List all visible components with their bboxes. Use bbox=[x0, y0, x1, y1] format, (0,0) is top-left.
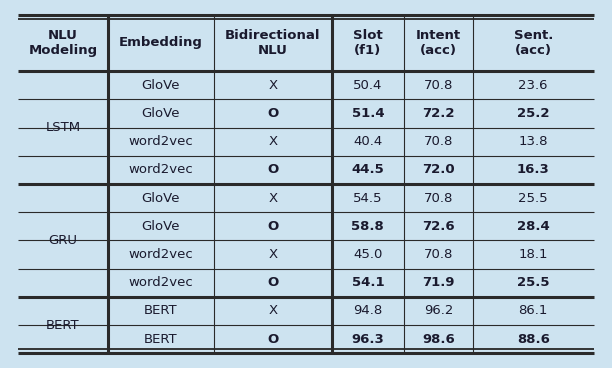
Text: X: X bbox=[268, 248, 277, 261]
Text: 54.5: 54.5 bbox=[353, 192, 382, 205]
Text: GRU: GRU bbox=[48, 234, 78, 247]
Text: X: X bbox=[268, 304, 277, 318]
Text: O: O bbox=[267, 107, 278, 120]
Text: 70.8: 70.8 bbox=[424, 79, 453, 92]
Text: 28.4: 28.4 bbox=[517, 220, 550, 233]
Text: word2vec: word2vec bbox=[129, 248, 193, 261]
Text: 98.6: 98.6 bbox=[422, 333, 455, 346]
Text: GloVe: GloVe bbox=[141, 79, 180, 92]
Text: X: X bbox=[268, 135, 277, 148]
Text: LSTM: LSTM bbox=[45, 121, 81, 134]
Text: GloVe: GloVe bbox=[141, 107, 180, 120]
Text: Sent.
(acc): Sent. (acc) bbox=[513, 29, 553, 57]
Text: word2vec: word2vec bbox=[129, 276, 193, 289]
Text: BERT: BERT bbox=[144, 333, 177, 346]
Text: 86.1: 86.1 bbox=[518, 304, 548, 318]
Text: BERT: BERT bbox=[46, 319, 80, 332]
Text: 45.0: 45.0 bbox=[353, 248, 382, 261]
Text: 96.2: 96.2 bbox=[424, 304, 453, 318]
Text: 94.8: 94.8 bbox=[353, 304, 382, 318]
Text: 72.2: 72.2 bbox=[422, 107, 455, 120]
Text: 70.8: 70.8 bbox=[424, 248, 453, 261]
Text: 50.4: 50.4 bbox=[353, 79, 382, 92]
Text: GloVe: GloVe bbox=[141, 220, 180, 233]
Text: 25.2: 25.2 bbox=[517, 107, 550, 120]
Text: 58.8: 58.8 bbox=[351, 220, 384, 233]
Text: BERT: BERT bbox=[144, 304, 177, 318]
Text: 44.5: 44.5 bbox=[351, 163, 384, 176]
Text: 25.5: 25.5 bbox=[517, 276, 550, 289]
Text: 70.8: 70.8 bbox=[424, 192, 453, 205]
Text: 16.3: 16.3 bbox=[517, 163, 550, 176]
Text: Intent
(acc): Intent (acc) bbox=[416, 29, 461, 57]
Text: X: X bbox=[268, 192, 277, 205]
Text: Slot
(f1): Slot (f1) bbox=[353, 29, 382, 57]
Text: 40.4: 40.4 bbox=[353, 135, 382, 148]
Text: O: O bbox=[267, 163, 278, 176]
Text: 72.6: 72.6 bbox=[422, 220, 455, 233]
Text: word2vec: word2vec bbox=[129, 135, 193, 148]
Text: 18.1: 18.1 bbox=[518, 248, 548, 261]
Text: Embedding: Embedding bbox=[119, 36, 203, 49]
Text: Bidirectional
NLU: Bidirectional NLU bbox=[225, 29, 321, 57]
Text: 13.8: 13.8 bbox=[518, 135, 548, 148]
Text: 54.1: 54.1 bbox=[351, 276, 384, 289]
Text: 51.4: 51.4 bbox=[351, 107, 384, 120]
Text: 88.6: 88.6 bbox=[517, 333, 550, 346]
Text: word2vec: word2vec bbox=[129, 163, 193, 176]
Text: 71.9: 71.9 bbox=[422, 276, 455, 289]
Text: 23.6: 23.6 bbox=[518, 79, 548, 92]
Text: O: O bbox=[267, 220, 278, 233]
Text: NLU
Modeling: NLU Modeling bbox=[28, 29, 97, 57]
Text: O: O bbox=[267, 333, 278, 346]
Text: 72.0: 72.0 bbox=[422, 163, 455, 176]
Text: X: X bbox=[268, 79, 277, 92]
Text: O: O bbox=[267, 276, 278, 289]
Text: 96.3: 96.3 bbox=[351, 333, 384, 346]
Text: 25.5: 25.5 bbox=[518, 192, 548, 205]
Text: 70.8: 70.8 bbox=[424, 135, 453, 148]
Text: GloVe: GloVe bbox=[141, 192, 180, 205]
